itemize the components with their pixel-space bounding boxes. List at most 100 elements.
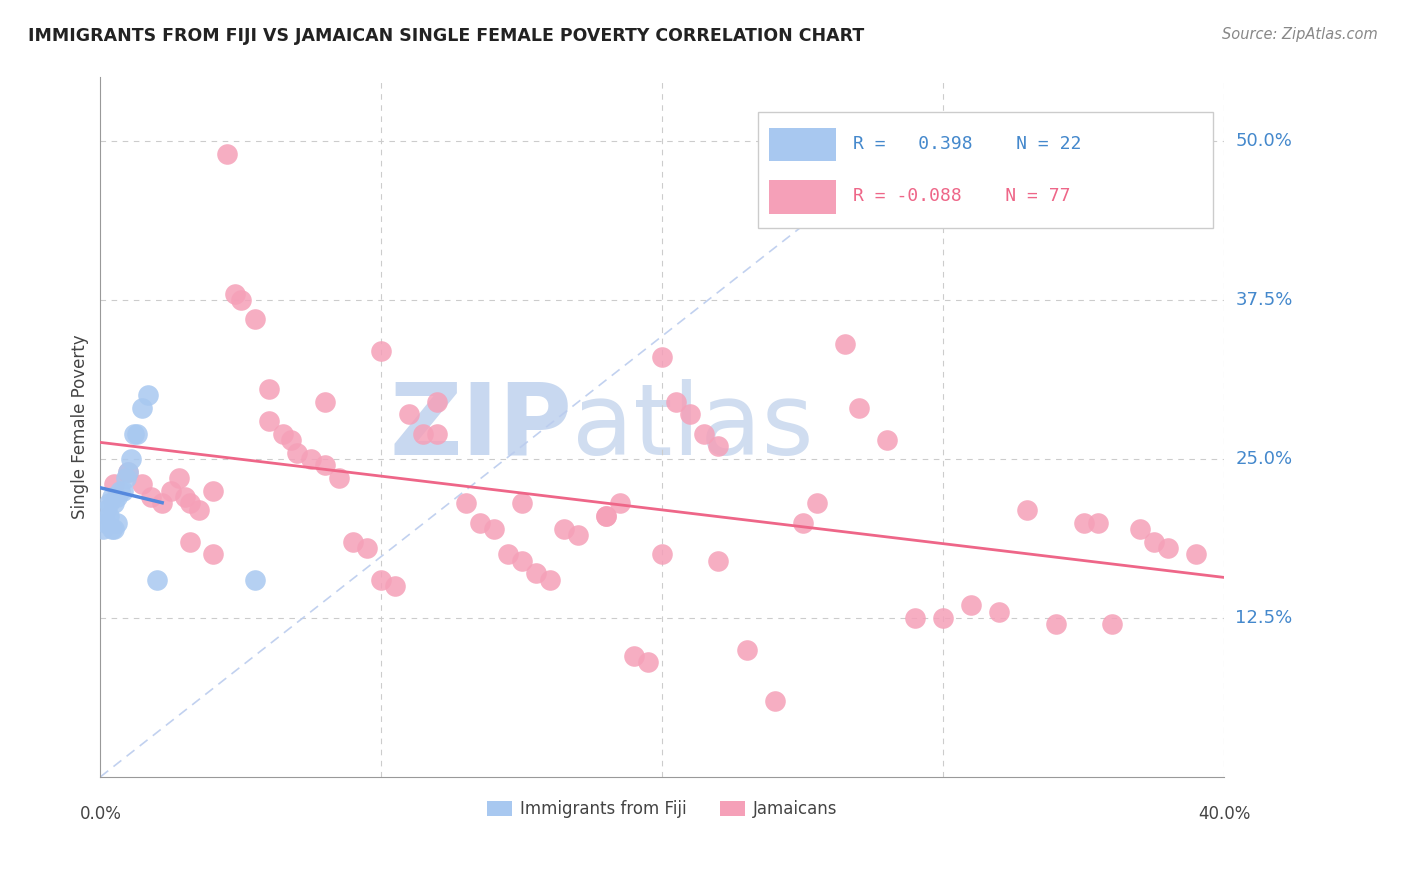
Point <box>356 541 378 555</box>
Point <box>285 445 308 459</box>
Point <box>159 483 181 498</box>
Point <box>103 477 125 491</box>
Point <box>510 496 533 510</box>
Point <box>139 490 162 504</box>
Point <box>257 414 280 428</box>
Point <box>243 312 266 326</box>
Point <box>665 394 688 409</box>
Point <box>342 534 364 549</box>
Point <box>1073 516 1095 530</box>
Point <box>108 483 131 498</box>
Point <box>1143 534 1166 549</box>
Point <box>1129 522 1152 536</box>
Point <box>735 642 758 657</box>
Point <box>1017 503 1039 517</box>
Point <box>136 388 159 402</box>
Point <box>707 554 730 568</box>
Point <box>960 598 983 612</box>
Legend: Immigrants from Fiji, Jamaicans: Immigrants from Fiji, Jamaicans <box>479 793 845 824</box>
Point <box>1185 547 1208 561</box>
Point <box>1157 541 1180 555</box>
Point <box>105 516 128 530</box>
Point <box>131 401 153 415</box>
Point <box>468 516 491 530</box>
Point <box>806 496 828 510</box>
Point <box>179 534 201 549</box>
Point <box>1087 516 1109 530</box>
Point <box>150 496 173 510</box>
Point <box>271 426 294 441</box>
Point <box>100 522 122 536</box>
Point <box>426 426 449 441</box>
Point <box>398 408 420 422</box>
Point <box>103 522 125 536</box>
Point <box>105 490 128 504</box>
FancyBboxPatch shape <box>758 112 1213 227</box>
Bar <box>769 128 837 161</box>
Text: IMMIGRANTS FROM FIJI VS JAMAICAN SINGLE FEMALE POVERTY CORRELATION CHART: IMMIGRANTS FROM FIJI VS JAMAICAN SINGLE … <box>28 27 865 45</box>
Point <box>243 573 266 587</box>
Point <box>229 293 252 307</box>
Point <box>122 426 145 441</box>
Point <box>201 547 224 561</box>
Point <box>496 547 519 561</box>
Point <box>637 656 659 670</box>
Point <box>91 522 114 536</box>
Point <box>679 408 702 422</box>
Point <box>567 528 589 542</box>
Point <box>97 509 120 524</box>
Text: ZIP: ZIP <box>389 378 572 475</box>
Point <box>111 483 134 498</box>
Text: 50.0%: 50.0% <box>1236 132 1292 150</box>
Point <box>384 579 406 593</box>
Point <box>454 496 477 510</box>
Point <box>707 439 730 453</box>
Point <box>167 471 190 485</box>
Point <box>145 573 167 587</box>
Point <box>370 343 392 358</box>
Point <box>904 611 927 625</box>
Point <box>510 554 533 568</box>
Point <box>94 503 117 517</box>
Point <box>125 426 148 441</box>
Point <box>299 452 322 467</box>
Point <box>97 496 120 510</box>
Point <box>117 465 139 479</box>
Point <box>538 573 561 587</box>
Text: 0.0%: 0.0% <box>79 805 121 822</box>
Y-axis label: Single Female Poverty: Single Female Poverty <box>72 334 89 519</box>
Point <box>103 496 125 510</box>
Point <box>117 465 139 479</box>
Point <box>412 426 434 441</box>
Point <box>224 286 246 301</box>
Text: 25.0%: 25.0% <box>1236 450 1292 468</box>
Point <box>328 471 350 485</box>
Point <box>792 516 814 530</box>
Point <box>763 693 786 707</box>
Point <box>120 452 142 467</box>
Point <box>651 350 673 364</box>
Text: 40.0%: 40.0% <box>1198 805 1250 822</box>
Point <box>100 490 122 504</box>
Point <box>1101 617 1123 632</box>
Point <box>553 522 575 536</box>
Point <box>609 496 631 510</box>
Point <box>595 509 617 524</box>
Point <box>370 573 392 587</box>
Text: 37.5%: 37.5% <box>1236 291 1292 309</box>
Point <box>651 547 673 561</box>
Point <box>693 426 716 441</box>
Point <box>314 458 336 473</box>
Point <box>179 496 201 510</box>
Text: R = -0.088    N = 77: R = -0.088 N = 77 <box>853 187 1071 205</box>
Point <box>314 394 336 409</box>
Point <box>848 401 870 415</box>
Point <box>426 394 449 409</box>
Point <box>114 471 136 485</box>
Bar <box>769 180 837 214</box>
Point <box>173 490 195 504</box>
Point <box>524 566 547 581</box>
Point <box>876 433 898 447</box>
Point <box>94 516 117 530</box>
Point <box>1045 617 1067 632</box>
